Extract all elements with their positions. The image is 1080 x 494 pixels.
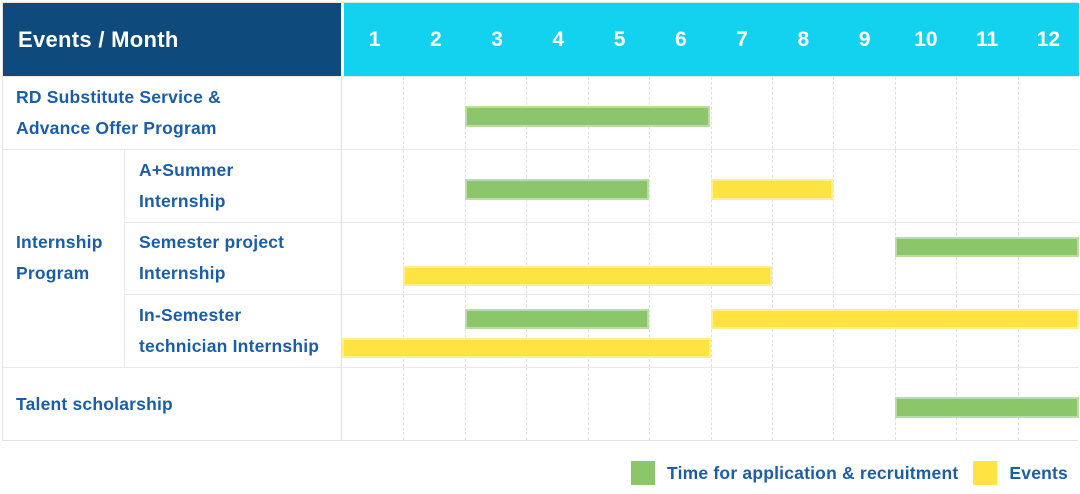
legend: Time for application & recruitment Events	[631, 458, 1068, 488]
legend-label: Time for application & recruitment	[667, 462, 959, 483]
month-label: 7	[736, 27, 748, 51]
month-gridline	[1017, 295, 1019, 368]
legend-label: Events	[1009, 462, 1068, 483]
row-label-line: Talent scholarship	[16, 393, 173, 414]
month-gridline	[956, 222, 958, 295]
month-gridline	[710, 77, 712, 149]
month-gridline	[833, 222, 835, 295]
row-label-line: RD Substitute Service &	[16, 86, 221, 107]
group-label-line: Program	[16, 263, 90, 284]
month-gridline	[649, 368, 651, 440]
month-gridline	[833, 149, 835, 222]
bar-application	[464, 178, 650, 200]
month-gridline	[1017, 222, 1019, 295]
bar-events	[403, 265, 772, 286]
month-gridline	[649, 149, 651, 222]
month-gridline	[771, 222, 773, 295]
month-label: 6	[675, 27, 687, 51]
month-gridline	[1017, 149, 1019, 222]
row-label-line: In-Semester	[139, 305, 242, 326]
bar-events	[710, 309, 1079, 330]
month-gridline	[1017, 77, 1019, 149]
row-months-cell	[341, 367, 1079, 440]
row-label-line: technician Internship	[139, 336, 320, 357]
group-label-cell: Internship Program	[3, 148, 124, 368]
month-gridline	[894, 77, 896, 149]
month-gridline	[833, 295, 835, 368]
month-gridline	[526, 368, 528, 440]
month-label: 9	[858, 27, 871, 51]
bar-events	[710, 178, 834, 200]
month-gridline	[464, 368, 466, 440]
month-gridline	[833, 77, 835, 149]
month-label: 10	[914, 27, 938, 51]
month-label: 11	[976, 27, 999, 51]
row-label-line: Internship	[139, 263, 226, 284]
row-label-cell: Talent scholarship	[3, 367, 341, 440]
row-label-line: Advance Offer Program	[16, 117, 217, 138]
month-gridline	[587, 368, 589, 440]
row-label-cell: RD Substitute Service & Advance Offer Pro…	[3, 76, 341, 149]
header-title-cell: Events / Month	[3, 3, 341, 76]
row-label-line: A+Summer	[139, 159, 234, 180]
legend-item-events: Events	[973, 461, 1068, 485]
bar-application	[464, 309, 650, 330]
month-gridline	[956, 295, 958, 368]
row-months-cell	[341, 148, 1079, 222]
row-label-cell: A+Summer Internship	[124, 148, 341, 222]
bar-application	[894, 236, 1079, 257]
row-label-cell: Semester project Internship	[124, 221, 341, 295]
month-gridline	[956, 149, 958, 222]
month-gridline	[771, 368, 773, 440]
row-label-line: Semester project	[139, 232, 285, 253]
month-header-row: 1 2 3 4 5 6 7 8 9 10 11 12	[344, 3, 1079, 76]
month-label: 5	[613, 27, 626, 51]
month-gridline	[710, 368, 712, 440]
row-label-line: Internship	[139, 190, 226, 211]
month-label: 12	[1036, 27, 1061, 51]
month-label: 8	[797, 27, 810, 51]
month-gridline	[956, 77, 958, 149]
row-months-cell	[341, 76, 1079, 149]
legend-swatch-application	[631, 461, 656, 485]
month-gridline	[710, 295, 712, 368]
table-title: Events / Month	[18, 26, 179, 52]
legend-item-application: Time for application & recruitment	[631, 461, 958, 485]
month-gridline	[771, 295, 773, 368]
schedule-table: Events / Month 1 2 3 4 5 6 7 8 9 10 11 12 RD Substi…	[2, 2, 1079, 441]
row-label-cell: In-Semester technician Internship	[124, 294, 341, 368]
month-gridline	[403, 149, 405, 222]
month-gridline	[894, 222, 896, 295]
bar-application	[894, 397, 1079, 419]
month-label: 2	[430, 27, 442, 51]
row-months-cell	[341, 294, 1079, 368]
month-label: 3	[491, 27, 503, 51]
month-gridline	[833, 368, 835, 440]
month-gridline	[894, 295, 896, 368]
month-gridline	[771, 77, 773, 149]
month-label: 1	[368, 27, 381, 51]
month-gridline	[894, 149, 896, 222]
legend-swatch-events	[973, 461, 998, 485]
month-gridline	[403, 77, 405, 149]
month-gridline	[403, 368, 405, 440]
month-label: 4	[552, 27, 565, 51]
row-months-cell	[341, 221, 1079, 295]
bar-events	[342, 338, 711, 359]
group-label-line: Internship	[16, 232, 103, 253]
bar-application	[464, 106, 711, 127]
